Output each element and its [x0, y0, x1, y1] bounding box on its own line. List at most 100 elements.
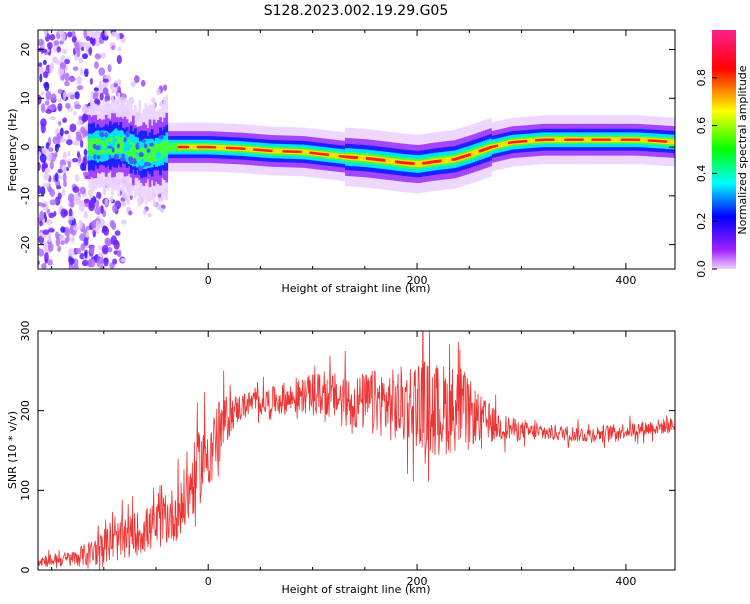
colorbar-label: Normalized spectral amplitude	[736, 65, 749, 234]
spectrogram-band-cell	[459, 155, 463, 159]
spectrogram-band-cell	[626, 138, 630, 141]
spectrogram-noise-cell	[39, 210, 45, 221]
spectrogram-noise-cell	[92, 229, 97, 238]
spectrogram-band-cell	[115, 136, 118, 154]
spectrogram-band-cell	[322, 153, 325, 156]
spectrogram-band-cell	[466, 153, 469, 157]
spectrogram-noise-cell	[68, 260, 74, 267]
spectrogram-band-cell	[198, 145, 202, 149]
spectrogram-band-cell	[388, 158, 392, 165]
spectrogram-frame	[37, 29, 676, 270]
spectrogram-band-cell	[403, 161, 407, 165]
spectrogram-band-cell	[90, 138, 93, 156]
spectrogram-noise-cell	[68, 208, 73, 218]
spectrogram-band-cell	[251, 146, 254, 152]
spectrogram-noise-cell	[45, 142, 50, 150]
spectrogram-noise-cell	[58, 98, 62, 103]
spectrogram-band-cell	[603, 138, 607, 141]
spectrogram-band-cell	[622, 138, 626, 141]
spectrogram-noise-cell	[57, 103, 63, 112]
spectrogram-noise-cell	[109, 219, 115, 228]
spectrogram-noise-cell	[73, 41, 80, 47]
snr-xtick-label-400: 400	[615, 575, 636, 588]
spectrogram-band-cell	[370, 157, 373, 161]
spectrogram-band-cell	[528, 138, 532, 144]
spectrogram-noise-cell	[76, 79, 82, 85]
spectrogram-band-cell	[217, 145, 221, 150]
spectrogram-band-cell	[372, 157, 375, 161]
spectrogram-noise-cell	[49, 199, 57, 206]
spectrogram-noise-cell	[81, 53, 89, 60]
spectrogram-band-cell	[493, 145, 496, 148]
spectrogram-band-cell	[96, 155, 101, 160]
spectrogram-band-cell	[549, 138, 553, 141]
spectrogram-band-cell	[380, 158, 384, 162]
spectrogram-noise-cell	[83, 198, 90, 204]
spectrogram-noise-cell	[45, 90, 52, 101]
spectrogram-noise-cell	[100, 205, 104, 215]
spectrogram-band-cell	[443, 157, 446, 164]
spectrogram-band-cell	[593, 138, 597, 141]
spectrogram-noise-cell	[50, 93, 57, 102]
spectrogram-noise-cell	[114, 230, 121, 236]
snr-ytick-label-0: 0	[19, 567, 32, 574]
spectrogram-noise-cell	[39, 73, 43, 83]
spectrogram-band-cell	[474, 149, 478, 156]
spectrogram-noise-cell	[40, 186, 46, 196]
spectrogram-band-cell	[119, 157, 126, 162]
spectrogram-band-cell	[177, 145, 181, 149]
spectrogram-band-cell	[234, 147, 238, 150]
spectrogram-band-cell	[292, 150, 296, 153]
spectrogram-band-cell	[338, 154, 342, 158]
spectrogram-noise-cell	[74, 174, 80, 182]
spectrogram-band-cell	[118, 130, 124, 135]
spectrogram-band-cell	[491, 145, 494, 149]
spectrogram-band-cell	[95, 145, 101, 151]
spectrogram-ytick-label-20: 20	[19, 43, 32, 57]
spectrogram-band-cell	[146, 144, 150, 163]
spectrogram-band-cell	[248, 146, 252, 152]
spectrogram-band-cell	[139, 166, 144, 171]
spectrogram-band-cell	[154, 143, 158, 162]
spectrogram-band-cell	[555, 137, 559, 143]
spectrogram-band-cell	[334, 153, 338, 159]
spectrogram-noise-cell	[39, 153, 47, 164]
spectrogram-noise-cell	[73, 110, 77, 116]
spectrogram-band-cell	[436, 159, 440, 163]
spectrogram-band-cell	[434, 159, 438, 163]
spectrogram-band-cell	[530, 138, 534, 144]
spectrogram-band-cell	[464, 154, 467, 158]
spectrogram-noise-cell	[73, 258, 79, 268]
spectrogram-band-cell	[230, 146, 233, 150]
spectrogram-noise-cell	[42, 182, 50, 188]
spectrogram-band-cell	[639, 137, 643, 143]
spectrogram-noise-cell	[104, 30, 109, 37]
spectrogram-noise-cell	[62, 151, 68, 160]
spectrogram-band-cell	[173, 142, 177, 152]
spectrogram-noise-cell	[60, 240, 65, 246]
spectrogram-noise-cell	[58, 234, 65, 240]
spectrogram-band-cell	[495, 144, 499, 148]
spectrogram-noise-cell	[49, 186, 53, 196]
spectrogram-heatmap	[38, 30, 675, 269]
spectrogram-xtick-label-0: 0	[205, 274, 212, 287]
spectrogram-noise-cell	[47, 233, 52, 243]
spectrogram-noise-cell	[44, 252, 49, 262]
spectrogram-band-cell	[587, 137, 590, 143]
spectrogram-band-cell	[135, 142, 140, 150]
spectrogram-noise-cell	[104, 198, 109, 206]
spectrogram-band-cell	[428, 160, 432, 164]
spectrogram-band-cell	[384, 157, 388, 164]
spectrogram-noise-cell	[42, 164, 47, 169]
snr-xlabel: Height of straight line (km)	[281, 583, 430, 596]
spectrogram-band-cell	[296, 150, 300, 153]
spectrogram-band-cell	[652, 139, 655, 142]
spectrogram-noise-cell	[117, 46, 122, 52]
spectrogram-band-cell	[649, 139, 653, 142]
spectrogram-band-cell	[631, 138, 634, 141]
spectrogram-band-cell	[148, 143, 152, 163]
spectrogram-noise-cell	[62, 48, 68, 55]
spectrogram-band-cell	[618, 137, 622, 143]
spectrogram-band-cell	[161, 141, 164, 159]
